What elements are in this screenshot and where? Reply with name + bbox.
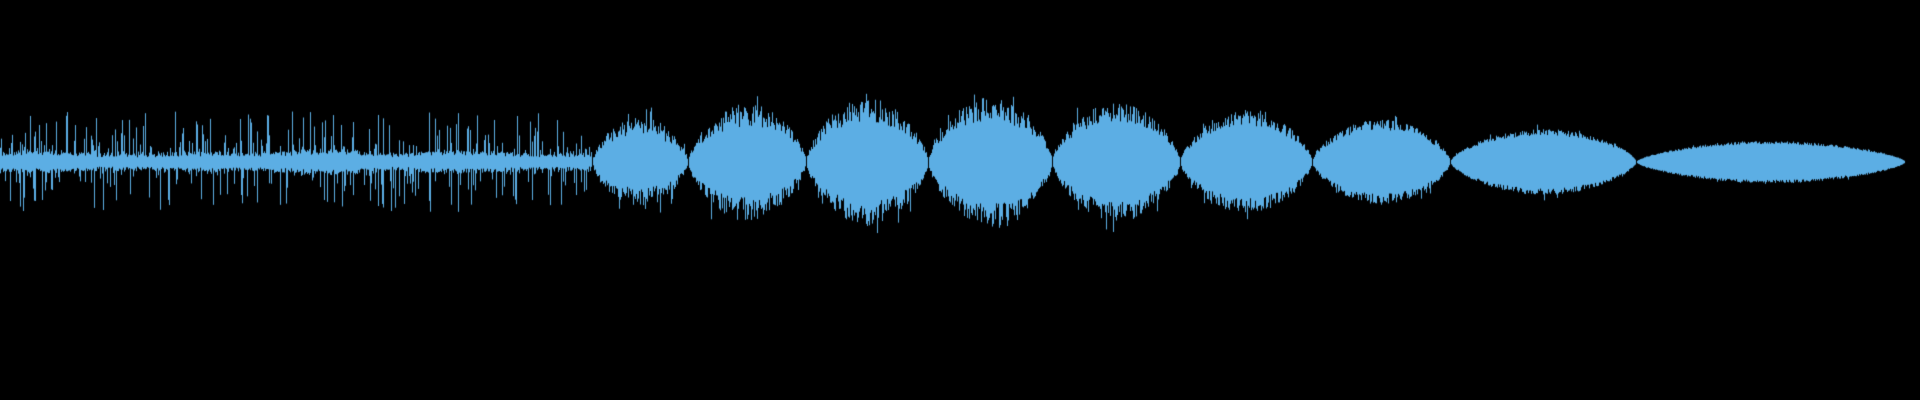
audio-waveform-canvas[interactable] [0,0,1920,400]
waveform-viewer [0,0,1920,400]
